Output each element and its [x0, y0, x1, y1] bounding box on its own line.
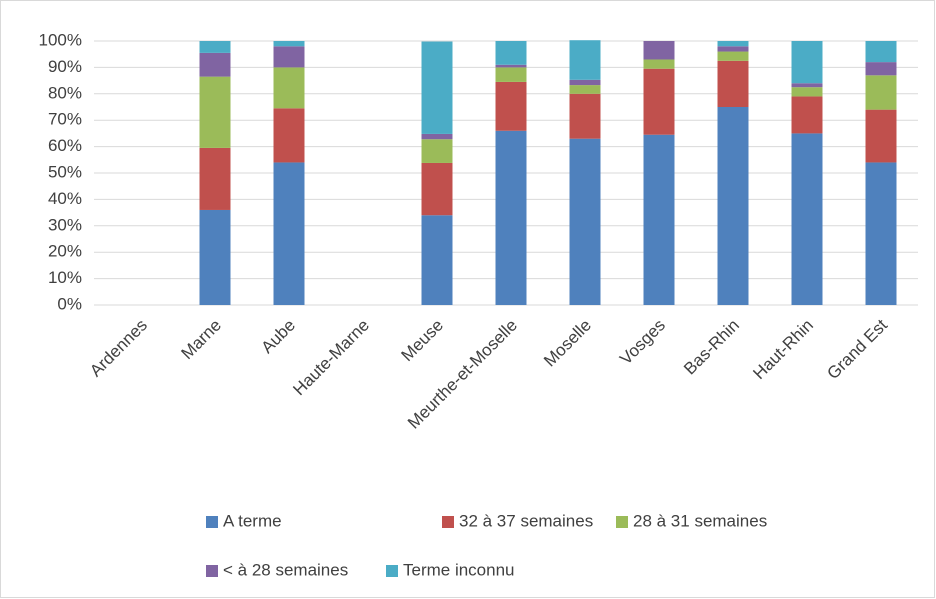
legend-swatch [616, 516, 628, 528]
legend-swatch [206, 516, 218, 528]
bar-segment [643, 41, 675, 60]
bar-segment [643, 68, 675, 135]
bar-segment [495, 81, 527, 131]
y-tick-label: 30% [48, 215, 82, 234]
bar-segment [717, 41, 749, 47]
bar-segment [569, 79, 601, 86]
bar-segment [199, 52, 231, 77]
bar-segment [791, 41, 823, 84]
bar-segment [791, 83, 823, 88]
bar-segment [495, 130, 527, 305]
bar-segment [421, 215, 453, 305]
bar-segment [199, 147, 231, 210]
y-tick-label: 10% [48, 268, 82, 287]
bar-segment [569, 85, 601, 94]
y-tick-label: 100% [39, 30, 82, 49]
bar-segment [643, 134, 675, 305]
bar-segment [273, 67, 305, 109]
bar-segment [199, 76, 231, 148]
legend-swatch [206, 565, 218, 577]
bar-segment [199, 41, 231, 53]
y-tick-label: 20% [48, 242, 82, 261]
bar-segment [717, 46, 749, 52]
bar-segment [791, 133, 823, 305]
y-tick-label: 50% [48, 162, 82, 181]
legend-label: Terme inconnu [403, 560, 515, 579]
legend-swatch [442, 516, 454, 528]
bar-segment [421, 133, 453, 140]
bar-segment [865, 75, 897, 110]
y-tick-label: 70% [48, 110, 82, 129]
bar-segment [865, 41, 897, 63]
bar-segment [717, 60, 749, 107]
bar-segment [421, 41, 453, 134]
y-tick-label: 40% [48, 189, 82, 208]
y-tick-label: 60% [48, 136, 82, 155]
bar-segment [791, 87, 823, 97]
bar-segment [199, 209, 231, 305]
bar-segment [273, 162, 305, 305]
bar-segment [273, 108, 305, 163]
bar-segment [865, 109, 897, 163]
bar-segment [273, 41, 305, 47]
legend-label: 32 à 37 semaines [459, 511, 593, 530]
legend-label: < à 28 semaines [223, 560, 348, 579]
bar-segment [643, 59, 675, 69]
legend-label: 28 à 31 semaines [633, 511, 767, 530]
bar-segment [421, 162, 453, 216]
bar-segment [273, 46, 305, 68]
legend-label: A terme [223, 511, 282, 530]
y-tick-label: 80% [48, 83, 82, 102]
bar-segment [495, 64, 527, 68]
bar-segment [569, 93, 601, 139]
bar-segment [495, 67, 527, 82]
bar-segment [421, 139, 453, 163]
legend-swatch [386, 565, 398, 577]
y-tick-label: 0% [57, 294, 82, 313]
y-tick-label: 90% [48, 57, 82, 76]
bar-segment [569, 138, 601, 305]
bar-segment [717, 107, 749, 305]
bar-segment [791, 96, 823, 134]
bar-segment [569, 40, 601, 80]
bar-segment [865, 162, 897, 305]
bar-segment [717, 51, 749, 61]
bar-segment [495, 41, 527, 65]
bar-segment [865, 62, 897, 76]
